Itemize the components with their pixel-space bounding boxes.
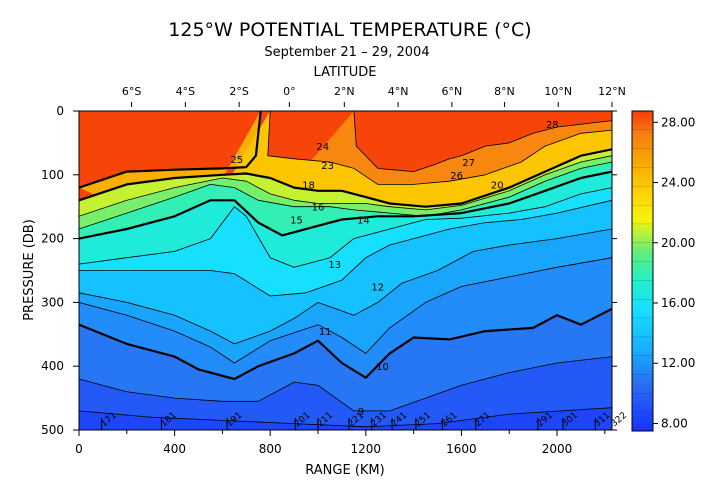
lat-tick-label: 4°N xyxy=(388,85,409,98)
contour-label: 15 xyxy=(290,215,303,226)
y-axis-label: PRESSURE (DB) xyxy=(22,219,37,321)
colorbar-tick-label: 16.00 xyxy=(661,296,695,310)
lat-tick-label: 6°N xyxy=(441,85,462,98)
isotherm-9 xyxy=(79,356,612,412)
contour-labels: 28 27 26 24 25 23 20 18 16 15 14 13 12 11 10 9 xyxy=(230,120,558,418)
colorbar-tick-label: 28.00 xyxy=(661,115,695,129)
isotherm-14 xyxy=(79,187,612,268)
x-tick-label: 0 xyxy=(75,442,83,456)
x-tick-label: 2000 xyxy=(542,442,573,456)
isotherm-8.5 xyxy=(79,407,612,428)
contour-label: 27 xyxy=(462,158,475,169)
colorbar-tick-label: 20.00 xyxy=(661,236,695,250)
contour-label: 9 xyxy=(358,407,364,418)
isotherm-20 xyxy=(79,148,612,208)
y-tick-label: 500 xyxy=(41,423,64,437)
x-tick-label: 400 xyxy=(163,442,186,456)
x-tick-label: 800 xyxy=(259,442,282,456)
band-below-9 xyxy=(79,356,612,430)
band-below-8.5 xyxy=(79,407,612,430)
colorbar-tick-label: 12.00 xyxy=(661,356,695,370)
contour-label: 23 xyxy=(321,161,334,172)
lat-tick-label: 0° xyxy=(283,85,296,98)
lat-tick-label: 4°S xyxy=(176,85,195,98)
isotherm-18 xyxy=(79,155,612,217)
chart-subtitle: September 21 – 29, 2004 xyxy=(264,45,429,60)
contour-label: 14 xyxy=(357,215,370,226)
contour-label: 18 xyxy=(302,180,315,191)
latitude-axis: 6°S 4°S 2°S 0° 2°N 4°N 6°N 8°N 10°N 12°N xyxy=(122,85,626,107)
contour-label: 24 xyxy=(316,142,329,153)
top-axis-label: LATITUDE xyxy=(314,65,377,80)
y-tick-label: 300 xyxy=(41,295,64,309)
colorbar: 28.00 24.00 20.00 16.00 12.00 8.00 xyxy=(631,110,695,432)
contour-label: 10 xyxy=(376,362,389,373)
chart-title: 125°W POTENTIAL TEMPERATURE (°C) xyxy=(168,19,531,41)
y-tick-label: 200 xyxy=(41,232,64,246)
contour-label: 11 xyxy=(319,327,332,338)
colorbar-tick-label: 24.00 xyxy=(661,176,695,190)
temperature-bands xyxy=(79,111,612,430)
isotherm-27 xyxy=(353,111,612,172)
lat-tick-label: 8°N xyxy=(494,85,515,98)
lat-tick-label: 2°S xyxy=(229,85,248,98)
contour-label: 13 xyxy=(328,260,341,271)
lat-tick-label: 6°S xyxy=(122,85,141,98)
isotherm-10 xyxy=(79,307,612,381)
contour-label: 25 xyxy=(230,155,243,166)
lat-tick-label: 10°N xyxy=(544,85,572,98)
contour-label: 16 xyxy=(312,203,325,214)
lat-tick-label: 12°N xyxy=(598,85,626,98)
x-axis-label: RANGE (KM) xyxy=(305,463,384,478)
x-tick-label: 1600 xyxy=(446,442,477,456)
contour-label: 12 xyxy=(371,282,384,293)
contour-label: 28 xyxy=(546,120,559,131)
isotherm-25 xyxy=(79,111,262,189)
plot-frame xyxy=(78,110,613,431)
x-tick-label: 1200 xyxy=(351,442,382,456)
isotherm-24 xyxy=(267,111,612,185)
plot-area xyxy=(79,111,612,430)
isotherm-12 xyxy=(79,228,612,345)
y-tick-label: 0 xyxy=(56,104,64,118)
isotherm-lines xyxy=(79,111,612,428)
contour-label: 26 xyxy=(450,171,463,182)
isotherm-13 xyxy=(79,199,612,297)
lat-tick-label: 2°N xyxy=(334,85,355,98)
isotherm-15 xyxy=(79,170,612,240)
x-axis: 0 400 800 1200 1600 2000 xyxy=(75,430,606,456)
contour-label: 20 xyxy=(491,180,504,191)
y-tick-label: 100 xyxy=(41,168,64,182)
y-axis: 0 100 200 300 400 500 xyxy=(41,104,617,437)
isotherm-11 xyxy=(79,257,612,364)
station-ticks xyxy=(101,418,612,430)
isotherm-16 xyxy=(79,161,612,230)
colorbar-gradient xyxy=(631,110,654,432)
y-tick-label: 400 xyxy=(41,359,64,373)
colorbar-tick-label: 8.00 xyxy=(661,416,688,430)
